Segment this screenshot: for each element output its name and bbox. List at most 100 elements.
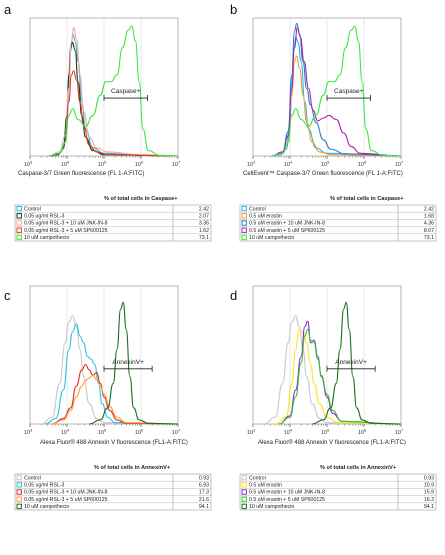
series-line-c-0 — [41, 315, 179, 425]
x-tick-label-d: 105 — [321, 428, 330, 437]
legend-swatch-a-1 — [16, 213, 22, 219]
series-line-d-4 — [312, 301, 402, 425]
table-title-c: % of total cells in AnnexinV+ — [94, 465, 171, 471]
legend-swatch-d-4 — [241, 503, 247, 510]
legend-value-a-4: 73.1 — [199, 235, 209, 241]
legend-swatch-b-1 — [241, 213, 247, 219]
legend-swatch-c-3 — [16, 496, 22, 502]
legend-value-c-1: 6.93 — [199, 483, 209, 489]
series-line-d-0 — [264, 315, 402, 425]
histogram-a: 103 104 105 106 107 — [24, 17, 181, 169]
legend-value-a-0: 2.42 — [199, 206, 209, 212]
gate-label-d: AnnexinV+ — [335, 359, 367, 366]
legend-label-b-1: 0.5 uM erastin — [249, 214, 282, 220]
series-line-a-4 — [48, 25, 179, 157]
legend-swatch-c-2 — [16, 489, 22, 495]
legend-value-a-3: 1.62 — [199, 228, 209, 234]
x-tick-label-d: 103 — [247, 428, 256, 437]
x-tick-label-c: 107 — [172, 428, 181, 437]
legend-value-d-1: 10.9 — [424, 483, 434, 489]
legend-value-d-4: 94.1 — [424, 504, 434, 510]
legend-label-a-4: 10 uM campothecin — [24, 235, 69, 241]
gate-label-b: Caspase+ — [334, 88, 364, 95]
legend-value-b-4: 73.1 — [424, 235, 434, 241]
x-tick-label-c: 104 — [61, 428, 70, 437]
panel-c: c 103 104 105 106 107 AnnexinV+ Alexa Fluor®… — [4, 285, 212, 511]
x-tick-label-b: 105 — [321, 160, 330, 169]
legend-swatch-a-0 — [16, 205, 22, 212]
panel-a: a 103 104 105 106 107 Caspase+ Caspase-3/7 G… — [4, 2, 212, 242]
x-axis-label-c: Alexa Fluor® 488 Annexin V fluorescence … — [40, 439, 188, 446]
legend-label-a-1: 0.05 ug/ml RSL-3 — [24, 214, 64, 220]
legend-value-b-0: 2.42 — [424, 206, 434, 212]
series-line-c-1 — [44, 323, 179, 425]
x-tick-label-c: 106 — [135, 428, 144, 437]
histogram-c: 103 104 105 106 107 — [24, 285, 181, 437]
panel-b: b 103 104 105 106 107 Caspase+ CellEvent™ Ca… — [230, 2, 437, 242]
gate-label-a: Caspase+ — [111, 88, 141, 95]
legend-swatch-c-4 — [16, 503, 22, 510]
legend-label-b-4: 10 uM campothecin — [249, 235, 294, 241]
x-tick-label-a: 105 — [98, 160, 107, 169]
histogram-d: 103 104 105 106 107 — [247, 285, 404, 437]
legend-label-d-1: 0.5 uM erastin — [249, 483, 282, 489]
legend-label-c-0: Control — [24, 475, 41, 481]
legend-value-c-0: 0.93 — [199, 475, 209, 481]
legend-value-b-1: 1.68 — [424, 214, 434, 220]
legend-label-d-4: 10 uM campothecin — [249, 504, 294, 510]
gate-d: AnnexinV+ — [326, 359, 376, 372]
x-tick-label-a: 107 — [172, 160, 181, 169]
legend-swatch-a-3 — [16, 227, 22, 233]
gate-b: Caspase+ — [326, 88, 371, 102]
legend-swatch-b-3 — [241, 227, 247, 233]
legend-value-b-2: 4.36 — [424, 221, 434, 227]
legend-swatch-d-0 — [241, 474, 247, 481]
x-tick-label-b: 107 — [395, 160, 404, 169]
panel-letter-c: c — [4, 288, 11, 303]
legend-value-d-3: 16.3 — [424, 497, 434, 503]
series-line-d-3 — [278, 328, 402, 425]
legend-label-c-1: 0.05 ug/ml RSL-3 — [24, 483, 64, 489]
legend-value-d-2: 15.9 — [424, 490, 434, 496]
legend-swatch-b-2 — [241, 220, 247, 226]
legend-label-c-4: 10 uM campothecin — [24, 504, 69, 510]
x-axis-label-d: Alexa Fluor® 488 Annexin V fluorescence … — [258, 439, 406, 446]
legend-label-a-3: 0.05 ug/ml RSL-3 + 5 uM SP600125 — [24, 228, 108, 234]
legend-swatch-d-3 — [241, 496, 247, 502]
x-axis-label-b: CellEvent™ Caspase-3/7 Green fluorescenc… — [243, 170, 403, 177]
legend-table-d: % of total cells in AnnexinV+ Control 0.9… — [239, 465, 437, 511]
table-frame-b — [239, 204, 437, 242]
legend-swatch-a-2 — [16, 220, 22, 226]
x-tick-label-d: 106 — [358, 428, 367, 437]
x-tick-label-c: 105 — [98, 428, 107, 437]
series-line-c-4 — [89, 301, 179, 425]
x-tick-label-c: 103 — [24, 428, 33, 437]
legend-table-b: % of total cells in Caspase+ Control 2.42… — [239, 196, 437, 242]
x-tick-label-a: 106 — [135, 160, 144, 169]
legend-label-c-2: 0.05 ug/ml RSL-3 + 10 uM JNK-IN-8 — [24, 490, 108, 496]
legend-label-d-3: 0.5 uM erastin + 5 uM SP600125 — [249, 497, 325, 503]
x-tick-label-a: 104 — [61, 160, 70, 169]
gate-c: AnnexinV+ — [103, 359, 153, 372]
table-title-a: % of total cells in Caspase+ — [104, 196, 178, 202]
legend-swatch-c-1 — [16, 482, 22, 488]
x-tick-label-b: 104 — [284, 160, 293, 169]
histogram-b: 103 104 105 106 107 — [247, 17, 404, 169]
panel-letter-a: a — [4, 2, 12, 17]
series-line-c-3 — [52, 374, 179, 425]
legend-label-b-3: 0.5 uM erastin + 5 uM SP600125 — [249, 228, 325, 234]
legend-swatch-c-0 — [16, 474, 22, 481]
x-tick-label-b: 103 — [247, 160, 256, 169]
legend-label-a-0: Control — [24, 206, 41, 212]
x-tick-label-d: 107 — [395, 428, 404, 437]
table-title-d: % of total cells in AnnexinV+ — [320, 465, 397, 471]
legend-value-c-4: 94.1 — [199, 504, 209, 510]
x-tick-label-d: 104 — [284, 428, 293, 437]
legend-swatch-a-4 — [16, 234, 22, 241]
legend-swatch-b-0 — [241, 205, 247, 212]
legend-table-c: % of total cells in AnnexinV+ Control 0.9… — [14, 465, 212, 511]
legend-value-a-2: 3.36 — [199, 221, 209, 227]
table-frame-a — [14, 204, 212, 242]
legend-value-c-2: 17.3 — [199, 490, 209, 496]
